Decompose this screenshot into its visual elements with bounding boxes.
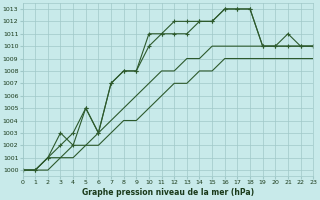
X-axis label: Graphe pression niveau de la mer (hPa): Graphe pression niveau de la mer (hPa) xyxy=(82,188,254,197)
